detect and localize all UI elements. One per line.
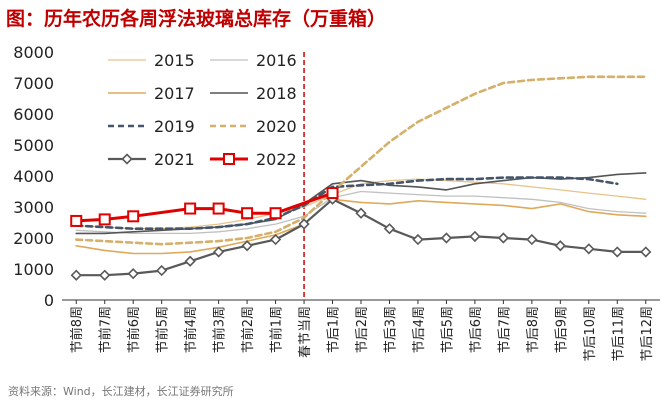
y-tick-label: 3000 bbox=[13, 198, 54, 217]
data-point-2021 bbox=[583, 243, 595, 255]
legend-label-2021: 2021 bbox=[154, 150, 195, 169]
data-point-2021 bbox=[184, 255, 196, 267]
y-tick-label: 1000 bbox=[13, 260, 54, 279]
x-tick-label: 节后4周 bbox=[412, 306, 427, 353]
x-tick-label: 节前1周 bbox=[269, 306, 285, 353]
x-tick-label: 节后8周 bbox=[526, 306, 541, 353]
data-point-2022 bbox=[241, 207, 254, 220]
x-tick-label: 节前6周 bbox=[126, 306, 142, 353]
data-point-2021 bbox=[440, 232, 453, 244]
data-point-2022 bbox=[70, 214, 83, 227]
chart-title: 图：历年农历各周浮法玻璃总库存（万重箱） bbox=[6, 8, 387, 30]
data-point-2022 bbox=[98, 213, 111, 226]
legend-label-2022: 2022 bbox=[256, 150, 297, 169]
x-tick-label: 节后7周 bbox=[497, 306, 512, 353]
data-point-2021 bbox=[611, 246, 623, 258]
x-tick-label: 节前5周 bbox=[155, 306, 171, 353]
legend-label-2016: 2016 bbox=[256, 51, 297, 70]
y-tick-label: 6000 bbox=[13, 105, 54, 124]
x-tick-label: 节后11周 bbox=[611, 306, 626, 362]
data-point-2021 bbox=[212, 246, 225, 258]
legend-label-2020: 2020 bbox=[256, 117, 297, 136]
legend-label-2018: 2018 bbox=[256, 84, 297, 103]
data-point-2022 bbox=[212, 202, 225, 215]
x-tick-label: 节后3周 bbox=[383, 306, 398, 353]
x-tick-label: 节后10周 bbox=[583, 306, 598, 362]
x-tick-label: 节后5周 bbox=[440, 306, 455, 353]
data-point-2022 bbox=[326, 187, 339, 200]
series-line-2019 bbox=[74, 176, 619, 230]
y-tick-label: 0 bbox=[44, 291, 54, 310]
data-point-2021 bbox=[640, 246, 652, 258]
source-note: 资料来源：Wind，长江建材，长江证券研究所 bbox=[8, 385, 234, 398]
x-tick-label: 节后2周 bbox=[355, 306, 370, 353]
legend-label-2017: 2017 bbox=[154, 84, 195, 103]
data-point-2021 bbox=[497, 232, 510, 244]
y-tick-label: 2000 bbox=[13, 229, 54, 248]
data-point-2021 bbox=[99, 269, 111, 281]
x-tick-label: 节后9周 bbox=[554, 306, 569, 353]
data-point-2021 bbox=[70, 269, 82, 281]
x-tick-label: 节前4周 bbox=[183, 306, 199, 353]
data-point-2021 bbox=[469, 230, 481, 243]
y-tick-label: 8000 bbox=[13, 43, 54, 62]
data-point-2022 bbox=[223, 153, 235, 165]
x-tick-label: 节后12周 bbox=[640, 306, 655, 362]
x-tick-label: 节前2周 bbox=[240, 306, 256, 353]
series-line-2022 bbox=[74, 191, 334, 223]
data-point-2021 bbox=[121, 153, 133, 165]
data-point-2021 bbox=[526, 233, 538, 246]
y-tick-label: 5000 bbox=[13, 136, 54, 155]
data-point-2021 bbox=[156, 264, 168, 277]
y-tick-label: 4000 bbox=[13, 167, 54, 186]
x-tick-label: 春节当周 bbox=[298, 306, 313, 358]
data-point-2021 bbox=[269, 233, 282, 246]
x-tick-label: 节前3周 bbox=[212, 306, 228, 353]
data-point-2021 bbox=[554, 240, 566, 252]
data-point-2021 bbox=[241, 240, 253, 252]
legend-label-2015: 2015 bbox=[154, 51, 195, 70]
legend-label-2019: 2019 bbox=[154, 117, 195, 136]
series-line-2016 bbox=[75, 190, 647, 235]
data-point-2021 bbox=[412, 233, 424, 246]
series-line-2017 bbox=[75, 198, 647, 255]
x-tick-label: 节后1周 bbox=[327, 306, 342, 353]
x-tick-label: 节前7周 bbox=[98, 306, 114, 353]
data-point-2021 bbox=[383, 223, 396, 235]
data-point-2021 bbox=[127, 268, 139, 280]
x-tick-label: 节前8周 bbox=[69, 306, 85, 353]
series-line-2020 bbox=[74, 75, 648, 246]
data-point-2021 bbox=[298, 218, 310, 230]
y-tick-label: 7000 bbox=[13, 74, 54, 93]
data-point-2022 bbox=[184, 202, 197, 215]
x-tick-label: 节后6周 bbox=[469, 306, 484, 353]
data-point-2022 bbox=[269, 207, 282, 220]
data-point-2022 bbox=[127, 210, 140, 223]
data-point-2021 bbox=[355, 207, 367, 219]
